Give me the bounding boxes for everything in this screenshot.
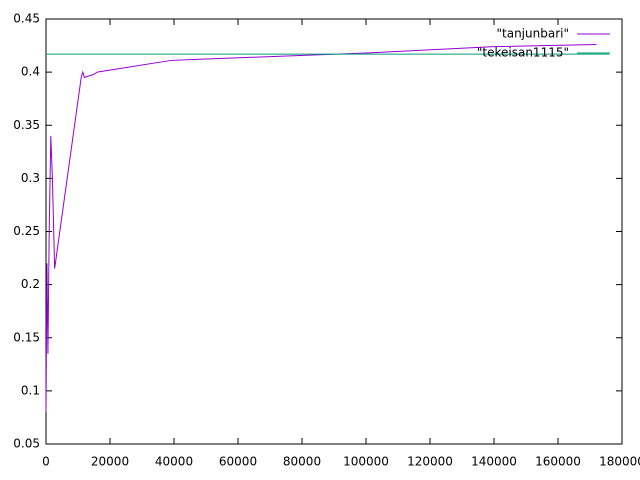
y-tick-label: 0.2 [21, 277, 40, 291]
y-tick-label: 0.15 [13, 330, 40, 344]
plot-border [45, 18, 623, 445]
x-tick-label: 40000 [155, 455, 193, 469]
x-tick-label: 0 [42, 455, 50, 469]
x-tick-label: 140000 [471, 455, 517, 469]
y-tick-label: 0.45 [13, 12, 40, 26]
x-tick-label: 180000 [599, 455, 640, 469]
x-tick-label: 60000 [219, 455, 257, 469]
y-tick-label: 0.35 [13, 118, 40, 132]
x-tick-label: 100000 [343, 455, 389, 469]
y-tick-label: 0.3 [21, 171, 40, 185]
y-tick-label: 0.25 [13, 224, 40, 238]
x-tick-label: 160000 [535, 455, 581, 469]
y-tick-label: 0.4 [21, 65, 40, 79]
x-tick-label: 20000 [91, 455, 129, 469]
series-line [45, 44, 597, 413]
legend-label: "tanjunbari" [497, 27, 570, 41]
y-tick-label: 0.05 [13, 437, 40, 451]
x-tick-label: 80000 [283, 455, 321, 469]
y-tick-label: 0.1 [21, 383, 40, 397]
legend-label: "tekeisan1115" [477, 46, 569, 60]
x-tick-label: 120000 [407, 455, 453, 469]
